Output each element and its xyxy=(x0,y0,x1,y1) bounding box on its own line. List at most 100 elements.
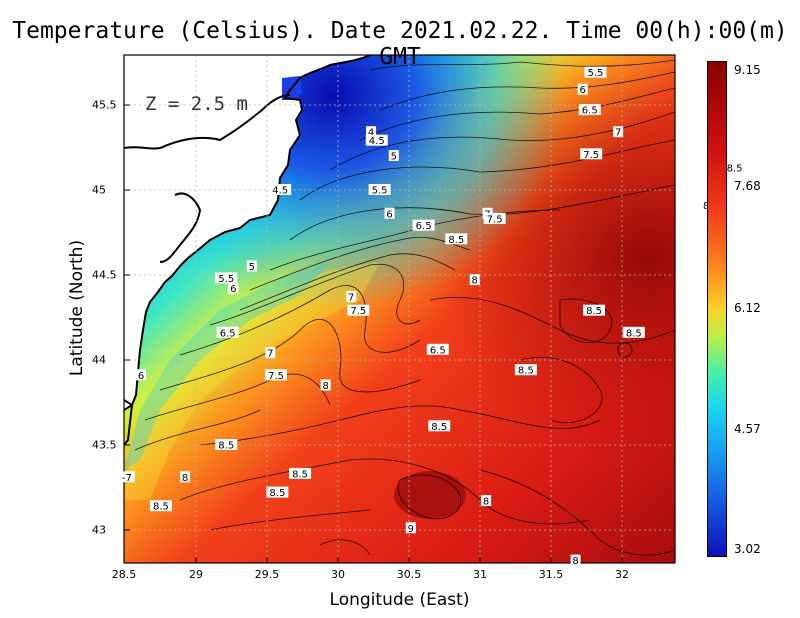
contour-label: 8.5 xyxy=(723,161,746,174)
colorbar-tick-label: 7.68 xyxy=(734,179,761,193)
x-tick-label: 29.5 xyxy=(254,568,280,581)
contour-label-text: 6.5 xyxy=(430,345,446,356)
contour-label-text: 7.5 xyxy=(268,371,284,382)
contour-label: -7 xyxy=(118,471,135,484)
contour-label-text: 5.5 xyxy=(587,68,603,79)
x-tick-label: 29 xyxy=(189,568,203,581)
contour-label: 7 xyxy=(346,291,357,304)
contour-label-text: 6.5 xyxy=(220,328,236,339)
contour-label-text: 5 xyxy=(391,152,397,163)
contour-label: 8.5 xyxy=(289,467,312,480)
colorbar-tick-label: 9.15 xyxy=(734,63,761,77)
contour-label: 6.5 xyxy=(578,104,601,117)
y-tick-label: 43.5 xyxy=(92,438,117,452)
contour-label: 9 xyxy=(405,522,416,535)
contour-label-text: 7 xyxy=(348,293,354,304)
contour-label-text: 5 xyxy=(249,262,255,273)
contour-label-text: 4 xyxy=(368,128,374,139)
contour-label: 8.5 xyxy=(266,486,289,499)
contour-label-text: -7 xyxy=(122,473,132,484)
contour-label-text: 4.5 xyxy=(272,186,288,197)
contour-label: 8.5 xyxy=(622,326,645,339)
contour-label: 8.5 xyxy=(149,500,172,513)
contour-label-text: 8.5 xyxy=(448,235,464,246)
contour-label: 8 xyxy=(469,274,480,287)
contour-label-text: 4.5 xyxy=(369,136,385,147)
contour-label: 6.5 xyxy=(426,343,449,356)
contour-label: 7.5 xyxy=(264,369,287,382)
contour-label-text: 5.5 xyxy=(372,186,388,197)
contour-label-text: 7 xyxy=(267,349,273,360)
y-tick-label: 45.5 xyxy=(92,98,117,112)
depth-label: Z = 2.5 m xyxy=(145,93,248,115)
contour-label: 7.5 xyxy=(347,304,370,317)
contour-label: 8.5 xyxy=(428,420,451,433)
y-tick-label: 44.5 xyxy=(92,268,117,282)
contour-label: 6 xyxy=(228,282,239,295)
contour-label-text: 8.5 xyxy=(218,441,234,452)
contour-label-text: 5.5 xyxy=(218,274,234,285)
map-title: Temperature (Celsius). Date 2021.02.22. … xyxy=(12,18,788,70)
contour-label-text: 6.5 xyxy=(416,221,432,232)
contour-label: 6.5 xyxy=(412,219,435,232)
contour-label: 5.5 xyxy=(584,66,607,79)
contour-label: 6 xyxy=(384,207,395,220)
contour-label-text: 6 xyxy=(579,85,585,96)
contour-label: 6 xyxy=(136,369,147,382)
colorbar xyxy=(707,61,727,557)
y-tick-label: 45 xyxy=(92,183,106,197)
colorbar-tick-label: 4.57 xyxy=(734,422,761,436)
x-tick-label: 31.5 xyxy=(538,568,564,581)
contour-label-text: 9 xyxy=(408,524,414,535)
contour-label-text: 7.5 xyxy=(583,150,599,161)
contour-label-text: 8 xyxy=(703,201,709,212)
y-tick-label: 44 xyxy=(92,353,106,367)
contour-label-text: 6 xyxy=(138,371,144,382)
contour-label-text: 8 xyxy=(182,473,188,484)
contour-label-text: 6 xyxy=(230,284,236,295)
colorbar-tick-label: 3.02 xyxy=(734,542,761,556)
x-axis-label: Longitude (East) xyxy=(329,590,470,610)
contour-label-text: 8 xyxy=(322,381,328,392)
contour-label-text: 8 xyxy=(483,497,489,508)
x-tick-label: 32 xyxy=(615,568,629,581)
contour-label-text: 6.5 xyxy=(582,106,598,117)
contour-label-text: 6 xyxy=(386,209,392,220)
contour-label-text: 7.5 xyxy=(350,306,366,317)
contour-label: 7 xyxy=(265,347,276,360)
x-tick-label: 30 xyxy=(331,568,345,581)
contour-label-text: 8.5 xyxy=(153,502,169,513)
contour-label-text: 8.5 xyxy=(269,488,285,499)
contour-label-text: 8.5 xyxy=(727,163,743,174)
contour-label: 4.5 xyxy=(365,134,388,147)
contour-label: 4 xyxy=(366,126,377,139)
contour-label: 8.5 xyxy=(583,304,606,317)
contour-label-text: 8.5 xyxy=(586,306,602,317)
contour-label-text: 8.5 xyxy=(626,328,642,339)
x-tick-label: 28.5 xyxy=(111,568,137,581)
contour-label-text: 7 xyxy=(615,128,621,139)
contour-label: 8 xyxy=(701,199,712,212)
x-tick-label: 30.5 xyxy=(396,568,422,581)
contour-label: 5.5 xyxy=(368,184,391,197)
contour-label-text: 8 xyxy=(472,276,478,287)
contour-label: 5 xyxy=(246,260,257,273)
contour-label: 6 xyxy=(577,83,588,96)
y-axis-label: Latitude (North) xyxy=(67,239,87,377)
contour-label: 8.5 xyxy=(445,233,468,246)
contour-label: 5.5 xyxy=(215,272,238,285)
contour-label: 8 xyxy=(570,554,581,567)
contour-label: 5 xyxy=(388,150,399,163)
contour-label: 7.5 xyxy=(483,212,506,225)
colorbar-tick-label: 6.12 xyxy=(734,301,761,315)
contour-label: 8.5 xyxy=(215,439,238,452)
contour-label: 6.5 xyxy=(216,326,239,339)
contour-label-text: 8.5 xyxy=(431,422,447,433)
contour-label-text: 7.5 xyxy=(487,214,503,225)
contour-label-text: 8.5 xyxy=(518,366,534,377)
contour-label: 8.5 xyxy=(514,364,537,377)
x-tick-label: 31 xyxy=(473,568,487,581)
contour-label: 7.5 xyxy=(580,148,603,161)
plot-frame xyxy=(123,54,676,564)
